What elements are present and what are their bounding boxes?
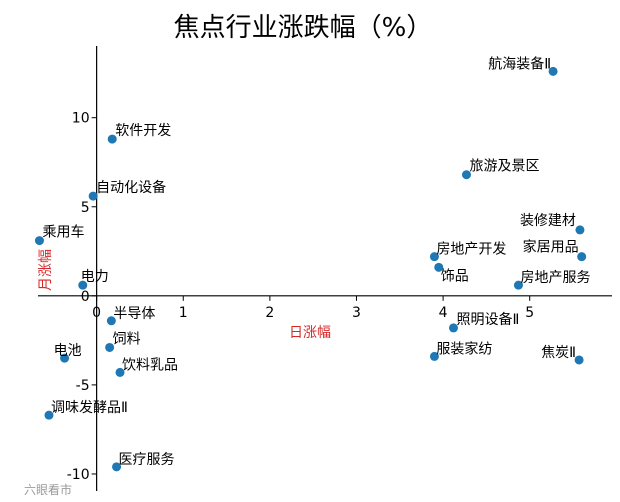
data-point	[88, 191, 98, 201]
x-tick-label: 1	[179, 305, 188, 321]
data-point-label: 航海装备Ⅱ	[488, 55, 551, 72]
data-point-label: 房地产服务	[520, 270, 590, 286]
data-point	[106, 316, 116, 326]
data-point	[115, 367, 125, 377]
data-point-label: 饮料乳品	[122, 357, 178, 373]
x-tick-label: 3	[352, 305, 361, 321]
data-point	[434, 262, 444, 272]
data-point-label: 焦炭Ⅱ	[541, 345, 576, 361]
data-point	[461, 170, 471, 180]
x-tick-label: 2	[265, 305, 274, 321]
y-tick-label: 10	[72, 111, 90, 127]
data-point	[78, 280, 88, 290]
data-point-label: 旅游及景区	[469, 159, 539, 175]
data-point	[107, 134, 117, 144]
x-tick-label: 4	[439, 305, 448, 321]
data-point	[574, 355, 584, 365]
data-point-label: 电池	[54, 343, 82, 359]
data-point-label: 医疗服务	[119, 452, 175, 468]
data-point-label: 装修建材	[520, 213, 576, 229]
y-tick-label: 5	[81, 200, 90, 216]
data-point	[105, 342, 115, 352]
y-tick-label: -5	[76, 378, 90, 394]
data-point-label: 饲料	[113, 331, 141, 347]
x-tick-label: 0	[92, 305, 101, 321]
data-point-label: 软件开发	[115, 123, 171, 139]
data-point-label: 房地产开发	[436, 242, 506, 258]
chart-title: 焦点行业涨跌幅（%）	[174, 13, 433, 43]
data-point-label: 电力	[81, 269, 109, 285]
data-point	[34, 236, 44, 246]
y-tick-label: 0	[81, 289, 90, 305]
data-point-label: 自动化设备	[96, 179, 166, 196]
data-point	[577, 252, 587, 262]
x-tick-label: 5	[525, 305, 534, 321]
data-point-label: 半导体	[113, 306, 155, 322]
data-point-label: 服装家纺	[436, 340, 492, 357]
axes: 0 1 2 3 4 5 -10 -5 0 5 10	[38, 46, 612, 491]
x-axis-title: 日涨幅	[289, 325, 331, 341]
y-tick-label: -10	[67, 467, 90, 483]
data-point-label: 乘用车	[42, 224, 84, 241]
data-point-label: 照明设备Ⅱ	[456, 311, 519, 328]
data-point-label: 家居用品	[523, 239, 579, 256]
data-point-label: 饰品	[441, 268, 469, 284]
data-point-label: 调味发酵品Ⅱ	[51, 400, 128, 416]
y-axis-title: 月涨幅	[38, 249, 54, 291]
data-point	[429, 351, 439, 361]
data-point	[575, 225, 585, 235]
data-point	[548, 66, 558, 76]
data-point	[60, 353, 70, 363]
data-point	[44, 410, 54, 420]
data-point	[429, 252, 439, 262]
data-point	[448, 323, 458, 333]
data-point	[112, 462, 122, 472]
watermark-text: 六眼看市	[24, 482, 72, 497]
data-point	[513, 280, 523, 290]
